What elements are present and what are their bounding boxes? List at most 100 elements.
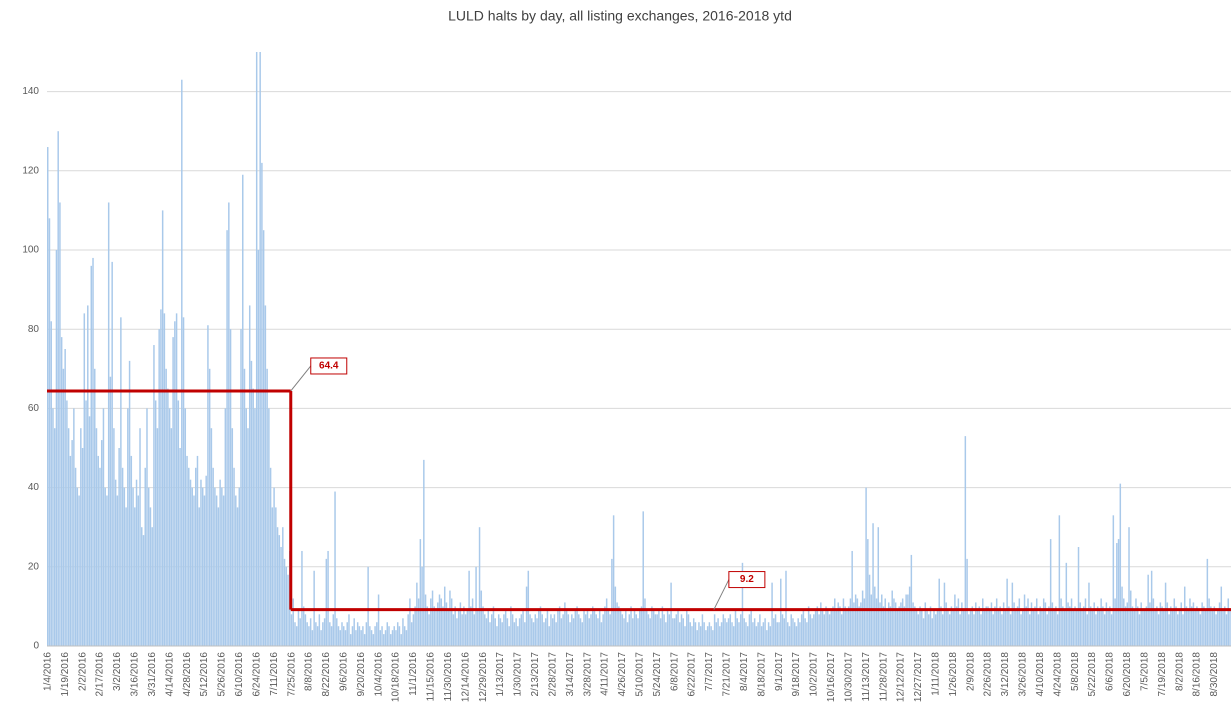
- bar: [210, 428, 213, 646]
- bar: [146, 408, 148, 646]
- bar: [1046, 614, 1048, 646]
- bar: [827, 610, 829, 646]
- bar: [649, 618, 651, 646]
- bar: [665, 622, 667, 646]
- bar: [1157, 614, 1160, 646]
- x-tick-label: 6/8/2017: [669, 652, 680, 691]
- bar: [726, 622, 728, 646]
- bar: [109, 376, 112, 646]
- label-leader: [290, 365, 312, 392]
- bar: [484, 614, 486, 646]
- bar: [1152, 598, 1155, 646]
- x-tick-label: 12/12/2017: [896, 652, 907, 702]
- bar: [383, 634, 385, 646]
- label-box: [310, 357, 348, 375]
- bar: [276, 527, 279, 646]
- bar: [1159, 602, 1162, 646]
- bar: [574, 610, 577, 646]
- bar: [257, 250, 260, 646]
- bar: [767, 622, 770, 646]
- bar: [334, 491, 336, 646]
- bar: [759, 614, 761, 646]
- bar: [893, 598, 895, 646]
- bar: [395, 630, 397, 646]
- bar: [336, 618, 338, 646]
- bar: [856, 598, 859, 646]
- bar: [1224, 606, 1226, 646]
- bar: [168, 408, 171, 646]
- bar: [1049, 539, 1052, 646]
- bar: [651, 606, 653, 646]
- bar: [609, 614, 611, 646]
- bar: [908, 586, 911, 646]
- bar: [503, 614, 505, 646]
- bar: [844, 606, 846, 646]
- bar: [517, 626, 519, 646]
- bar: [919, 606, 921, 646]
- bar: [715, 622, 718, 646]
- bar: [1180, 602, 1182, 646]
- bar: [837, 602, 839, 646]
- bar: [600, 622, 603, 646]
- bar: [417, 598, 420, 646]
- bar: [285, 566, 288, 646]
- bar: [870, 594, 873, 646]
- bar: [393, 626, 395, 646]
- bar: [262, 230, 265, 646]
- y-tick-label: 20: [28, 561, 40, 572]
- bar: [705, 630, 707, 646]
- bar: [255, 52, 258, 646]
- bar: [233, 467, 235, 646]
- bar: [790, 614, 792, 646]
- bar: [224, 408, 227, 646]
- bar: [551, 618, 554, 646]
- bar: [177, 400, 180, 646]
- bar: [167, 388, 169, 646]
- bar: [1112, 515, 1115, 646]
- bar: [248, 305, 251, 646]
- bar: [903, 606, 906, 646]
- bar: [53, 428, 56, 646]
- bar: [550, 614, 552, 646]
- bar: [332, 614, 335, 646]
- bar: [433, 606, 436, 646]
- x-tick-label: 10/4/2016: [373, 652, 384, 697]
- bar: [1222, 610, 1224, 646]
- bar: [196, 455, 199, 646]
- bar: [161, 210, 164, 646]
- bar: [151, 527, 153, 646]
- bar: [440, 598, 442, 646]
- bar: [1039, 606, 1041, 646]
- bar: [1123, 598, 1125, 646]
- bar: [1107, 610, 1109, 646]
- bar: [640, 606, 643, 646]
- y-tick-label: 60: [28, 403, 40, 414]
- bar: [1187, 610, 1189, 646]
- bar: [1138, 614, 1141, 646]
- x-tick-label: 1/30/2017: [513, 652, 524, 697]
- bar: [1037, 614, 1040, 646]
- bar: [76, 487, 79, 646]
- bar: [686, 610, 688, 646]
- x-tick-label: 1/13/2017: [495, 652, 506, 697]
- bar: [901, 598, 904, 646]
- bar: [623, 618, 625, 646]
- x-tick-label: 4/24/2018: [1052, 652, 1063, 697]
- bar: [1227, 598, 1229, 646]
- bar: [275, 507, 277, 646]
- bar: [921, 610, 923, 646]
- bar: [598, 610, 601, 646]
- bar: [426, 606, 429, 646]
- bar: [571, 614, 573, 646]
- bar: [69, 455, 72, 646]
- bar: [887, 602, 890, 646]
- bar: [1042, 598, 1045, 646]
- bar: [840, 614, 843, 646]
- bar: [1095, 614, 1097, 646]
- bar: [656, 614, 658, 646]
- bar: [442, 606, 444, 646]
- bar: [743, 618, 745, 646]
- bar: [57, 131, 59, 646]
- bar: [520, 614, 523, 646]
- average-label: 9.2: [740, 574, 754, 585]
